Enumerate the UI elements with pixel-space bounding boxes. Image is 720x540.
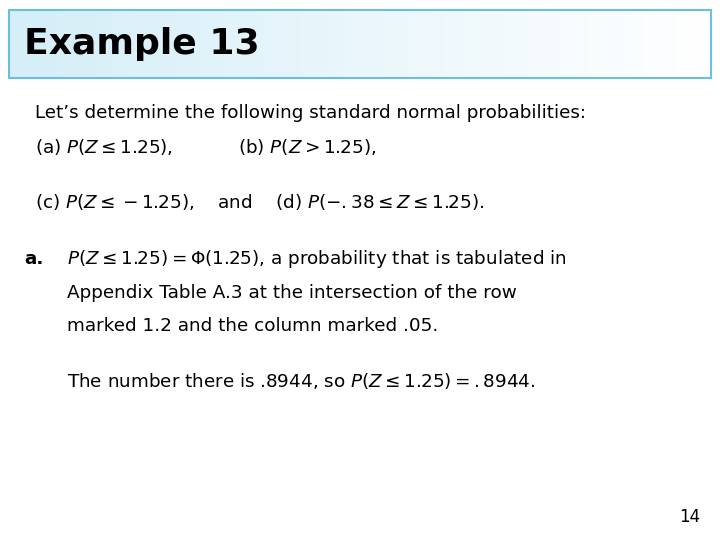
- Text: a.: a.: [24, 250, 43, 268]
- Text: $P(Z \leq 1.25) = \Phi(1.25)$, a probability that is tabulated in: $P(Z \leq 1.25) = \Phi(1.25)$, a probabi…: [67, 248, 567, 270]
- Text: Example 13: Example 13: [24, 28, 259, 61]
- Text: marked 1.2 and the column marked .05.: marked 1.2 and the column marked .05.: [67, 317, 438, 335]
- Text: (c) $P(Z \leq -1.25)$,    and    (d) $P(-.38 \leq Z \leq 1.25)$.: (c) $P(Z \leq -1.25)$, and (d) $P(-.38 \…: [35, 192, 484, 213]
- Text: Appendix Table A.3 at the intersection of the row: Appendix Table A.3 at the intersection o…: [67, 284, 517, 302]
- Text: Let’s determine the following standard normal probabilities:: Let’s determine the following standard n…: [35, 104, 585, 123]
- Text: (b) $P(Z > 1.25)$,: (b) $P(Z > 1.25)$,: [238, 137, 376, 157]
- Text: The number there is .8944, so $P(Z \leq 1.25) = .8944$.: The number there is .8944, so $P(Z \leq …: [67, 370, 536, 391]
- Text: 14: 14: [679, 509, 700, 526]
- Text: (a) $P(Z \leq 1.25)$,: (a) $P(Z \leq 1.25)$,: [35, 137, 173, 157]
